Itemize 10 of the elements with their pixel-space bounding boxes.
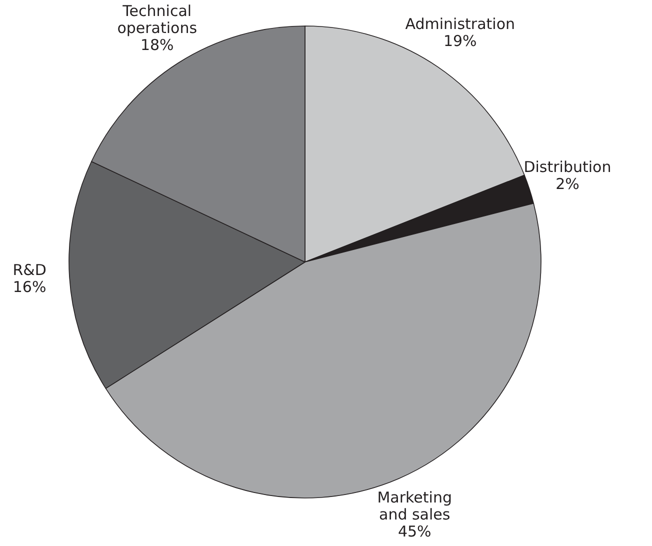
data-label: 2% <box>556 175 580 194</box>
data-label: 19% <box>443 32 477 50</box>
slice-label: Marketing and sales <box>377 488 452 524</box>
slice-label: Distribution <box>524 158 612 176</box>
slice-label: Administration <box>405 15 516 34</box>
slice-label: Technical operations <box>117 2 198 38</box>
data-label: 16% <box>12 278 46 296</box>
data-label: 18% <box>140 36 174 54</box>
slice-label: R&D <box>12 260 46 279</box>
data-label: 45% <box>398 522 432 540</box>
